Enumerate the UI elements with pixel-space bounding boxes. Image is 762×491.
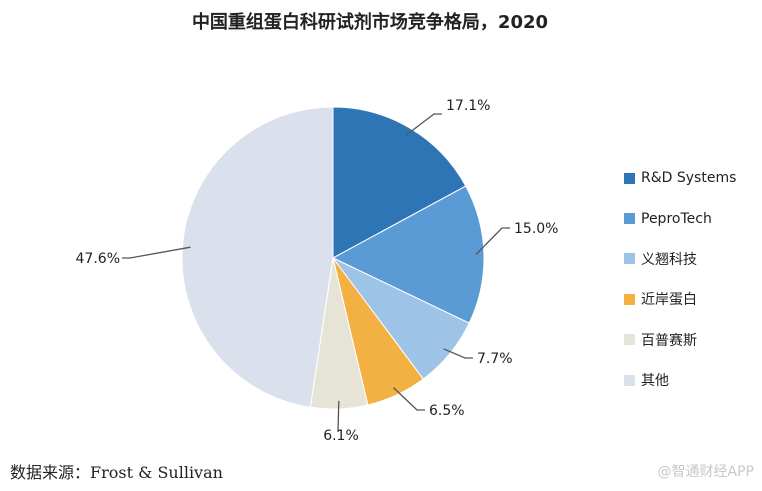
- leader-line: [337, 400, 340, 433]
- leader-line: [122, 246, 191, 259]
- source-note: 数据来源：Frost & Sullivan: [10, 463, 223, 482]
- pie-slices: [181, 106, 485, 410]
- legend-swatch: [624, 172, 635, 184]
- legend-label: 百普赛斯: [641, 332, 697, 349]
- pie-slice: [332, 106, 467, 259]
- slice-label: 7.7%: [477, 351, 513, 367]
- leader-line: [475, 227, 510, 255]
- legend-item: R&D Systems: [624, 158, 736, 198]
- chart-legend: R&D Systems PeproTech 义翘科技近岸蛋白百普赛斯其他: [624, 158, 736, 400]
- legend-label: 近岸蛋白: [641, 292, 697, 309]
- legend-item: 其他: [624, 360, 736, 400]
- legend-swatch: [624, 334, 635, 346]
- slice-label: 6.1%: [323, 428, 359, 444]
- slice-labels: 17.1% 15.0% 7.7% 6.5% 6.1% 47.6%: [76, 98, 559, 444]
- legend-item: PeproTech: [624, 198, 736, 238]
- chart-title: 中国重组蛋白科研试剂市场竞争格局，2020: [191, 12, 549, 33]
- legend-item: 近岸蛋白: [624, 279, 736, 319]
- legend-label: R&D Systems: [641, 170, 737, 187]
- legend-swatch: [624, 374, 635, 386]
- leader-line: [393, 387, 425, 411]
- leader-lines: [122, 113, 510, 433]
- slice-label: 15.0%: [514, 221, 558, 237]
- watermark: @智通财经APP: [657, 464, 754, 480]
- legend-item: 义翘科技: [624, 239, 736, 279]
- legend-swatch: [624, 253, 635, 265]
- pie-slice: [331, 185, 485, 324]
- legend-label: 其他: [641, 373, 669, 390]
- legend-item: 百普赛斯: [624, 320, 736, 360]
- legend-label: PeproTech: [641, 210, 712, 227]
- legend-label: 义翘科技: [641, 251, 697, 268]
- legend-swatch: [624, 213, 635, 225]
- pie-slice: [181, 106, 334, 408]
- slice-label: 17.1%: [446, 98, 490, 114]
- legend-swatch: [624, 293, 635, 305]
- slice-label: 6.5%: [429, 403, 465, 419]
- leader-line: [443, 348, 473, 359]
- leader-line: [405, 113, 442, 136]
- slice-label: 47.6%: [76, 251, 120, 267]
